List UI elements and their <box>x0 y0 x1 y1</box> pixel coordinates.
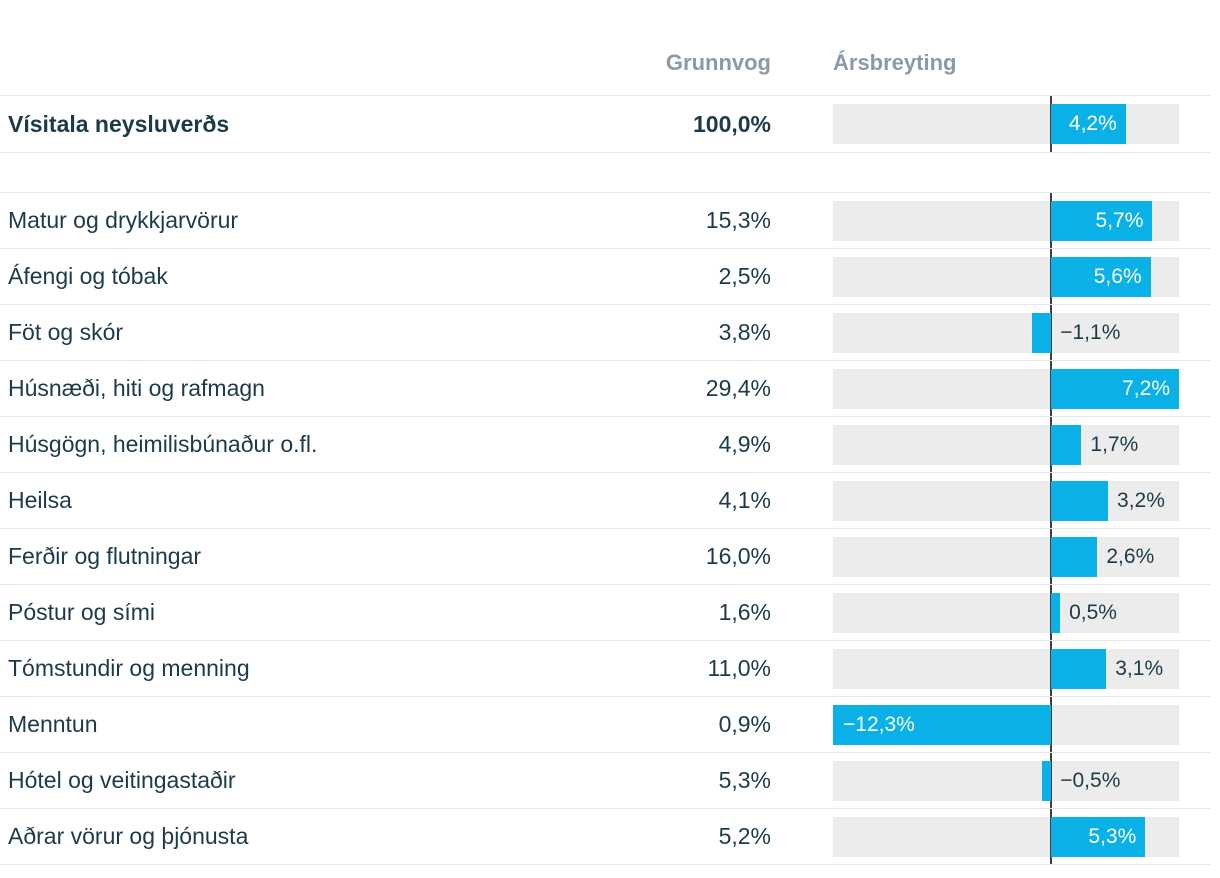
table-row: Tómstundir og menning 11,0% 3,1% <box>0 641 1210 697</box>
bar-track <box>833 104 1179 144</box>
change-value-label: −12,3% <box>843 713 915 736</box>
table-row: Áfengi og tóbak 2,5% 5,6% <box>0 249 1210 305</box>
change-bar <box>1051 649 1107 689</box>
zero-axis-line <box>1050 305 1053 360</box>
bar-track <box>833 649 1179 689</box>
row-label: Menntun <box>8 711 98 737</box>
bar-track <box>833 425 1179 465</box>
change-bar <box>1051 593 1061 633</box>
change-bar <box>1051 257 1151 297</box>
column-header-arsbreyting: Ársbreyting <box>833 49 957 75</box>
weight-value: 5,2% <box>718 823 771 849</box>
bar-track <box>833 481 1179 521</box>
change-value-label: 3,1% <box>1115 657 1164 680</box>
zero-axis-line <box>1050 697 1053 752</box>
change-bar <box>1051 425 1082 465</box>
change-value-label: −0,5% <box>1060 769 1121 792</box>
weight-value: 16,0% <box>705 543 771 569</box>
row-label: Ferðir og flutningar <box>8 543 202 569</box>
change-value-label: −1,1% <box>1060 321 1121 344</box>
change-bar-cell: 1,7% <box>833 417 1179 472</box>
row-label: Hótel og veitingastaðir <box>8 767 236 793</box>
change-value-label: 3,2% <box>1117 489 1165 512</box>
zero-axis-line <box>1050 753 1053 808</box>
change-value-label: 5,3% <box>1088 825 1137 848</box>
change-bar <box>1051 817 1146 857</box>
table-row: Aðrar vörur og þjónusta 5,2% 5,3% <box>0 809 1210 865</box>
change-bar <box>1051 481 1108 521</box>
change-bar <box>1051 201 1153 241</box>
weight-value: 0,9% <box>718 711 771 737</box>
row-label: Húsnæði, hiti og rafmagn <box>8 375 265 401</box>
weight-value: 4,1% <box>718 487 771 513</box>
weight-value: 2,5% <box>718 263 771 289</box>
change-bar <box>1031 313 1052 353</box>
table-row-total: Vísitala neysluverðs 100,0% 4,2% <box>0 96 1210 153</box>
table-row: Ferðir og flutningar 16,0% 2,6% <box>0 529 1210 585</box>
category-rows: Matur og drykkjarvörur 15,3% 5,7% Áfengi… <box>0 193 1210 865</box>
row-label: Póstur og sími <box>8 599 155 625</box>
change-value-label: 7,2% <box>1122 377 1170 400</box>
bar-track <box>833 537 1179 577</box>
row-label: Húsgögn, heimilisbúnaður o.fl. <box>8 431 318 457</box>
change-value-label: 5,7% <box>1095 209 1144 232</box>
cpi-table: Grunnvog Ársbreyting Vísitala neysluverð… <box>0 0 1210 865</box>
table-header-row: Grunnvog Ársbreyting <box>0 0 1210 96</box>
change-bar-cell: 5,6% <box>833 249 1179 304</box>
column-header-grunnvog: Grunnvog <box>665 49 771 75</box>
weight-value: 29,4% <box>705 375 771 401</box>
change-bar-cell: −12,3% <box>833 697 1179 752</box>
change-value-label: 4,2% <box>1068 112 1117 135</box>
weight-value: 5,3% <box>718 767 771 793</box>
table-row: Matur og drykkjarvörur 15,3% 5,7% <box>0 193 1210 249</box>
table-row: Húsgögn, heimilisbúnaður o.fl. 4,9% 1,7% <box>0 417 1210 473</box>
change-bar-cell: 5,7% <box>833 193 1179 248</box>
section-gap <box>0 153 1210 193</box>
weight-value: 15,3% <box>705 207 771 233</box>
change-bar-cell: 0,5% <box>833 585 1179 640</box>
row-label: Matur og drykkjarvörur <box>8 207 239 233</box>
table-row: Heilsa 4,1% 3,2% <box>0 473 1210 529</box>
bar-track <box>833 593 1179 633</box>
weight-value: 1,6% <box>718 599 771 625</box>
change-bar-cell: −0,5% <box>833 753 1179 808</box>
weight-value: 100,0% <box>692 110 771 137</box>
change-value-label: 1,7% <box>1090 433 1139 456</box>
row-label: Föt og skór <box>8 319 124 345</box>
row-label: Vísitala neysluverðs <box>8 110 230 137</box>
change-bar-cell: 3,2% <box>833 473 1179 528</box>
change-bar <box>1042 761 1052 801</box>
row-label: Áfengi og tóbak <box>8 263 168 289</box>
row-label: Tómstundir og menning <box>8 655 250 681</box>
change-bar-cell: 2,6% <box>833 529 1179 584</box>
bar-track <box>833 761 1179 801</box>
row-label: Aðrar vörur og þjónusta <box>8 823 249 849</box>
change-bar-cell: 3,1% <box>833 641 1179 696</box>
change-bar-cell: 4,2% <box>833 96 1179 152</box>
change-value-label: 0,5% <box>1069 601 1117 624</box>
table-row: Hótel og veitingastaðir 5,3% −0,5% <box>0 753 1210 809</box>
change-value-label: 2,6% <box>1106 545 1155 568</box>
table-row: Föt og skór 3,8% −1,1% <box>0 305 1210 361</box>
change-bar <box>1051 369 1179 409</box>
table-row: Póstur og sími 1,6% 0,5% <box>0 585 1210 641</box>
weight-value: 3,8% <box>718 319 771 345</box>
change-bar <box>1051 104 1126 144</box>
table-row: Menntun 0,9% −12,3% <box>0 697 1210 753</box>
change-bar <box>1051 537 1098 577</box>
weight-value: 11,0% <box>707 655 771 681</box>
bar-track <box>833 313 1179 353</box>
table-row: Húsnæði, hiti og rafmagn 29,4% 7,2% <box>0 361 1210 417</box>
change-value-label: 5,6% <box>1093 265 1142 288</box>
change-bar-cell: 5,3% <box>833 809 1179 864</box>
weight-value: 4,9% <box>718 431 771 457</box>
change-bar-cell: −1,1% <box>833 305 1179 360</box>
change-bar <box>833 705 1052 745</box>
row-label: Heilsa <box>8 487 72 513</box>
change-bar-cell: 7,2% <box>833 361 1179 416</box>
